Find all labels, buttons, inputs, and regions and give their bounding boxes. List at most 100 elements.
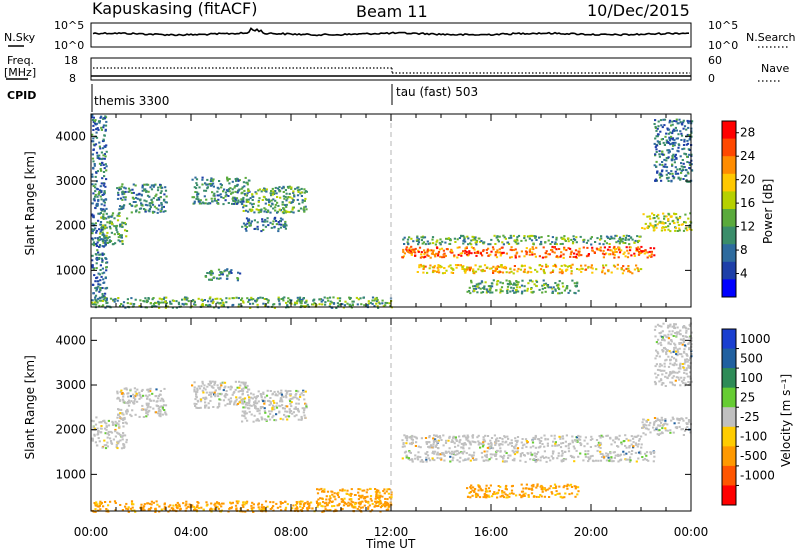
heatmap-cell [678, 418, 681, 420]
heatmap-cell [688, 161, 691, 164]
heatmap-cell [507, 243, 511, 245]
heatmap-cell [193, 507, 196, 510]
heatmap-cell [196, 389, 199, 391]
beam-title: Beam 11 [356, 2, 428, 21]
heatmap-cell [321, 497, 324, 500]
heatmap-cell [325, 498, 328, 501]
heatmap-cell [278, 186, 281, 189]
heatmap-cell [612, 253, 615, 256]
heatmap-cell [482, 459, 486, 462]
heatmap-cell [359, 488, 362, 491]
heatmap-cell [278, 223, 281, 226]
heatmap-cell [466, 266, 469, 269]
heatmap-cell [437, 453, 440, 456]
heatmap-cell [219, 277, 222, 280]
heatmap-cell [553, 246, 556, 249]
heatmap-cell [170, 507, 173, 510]
heatmap-cell [655, 354, 658, 357]
heatmap-cell [183, 298, 186, 301]
heatmap-cell [121, 193, 124, 196]
heatmap-cell [673, 155, 677, 158]
heatmap-cell [417, 249, 420, 252]
heatmap-cell [616, 453, 619, 456]
heatmap-cell [630, 254, 633, 257]
heatmap-cell [561, 450, 564, 452]
heatmap-cell [280, 389, 283, 392]
heatmap-cell [601, 453, 604, 455]
heatmap-cell [320, 487, 323, 490]
heatmap-cell [176, 506, 179, 509]
heatmap-cell [437, 441, 440, 444]
heatmap-cell [220, 184, 223, 187]
heatmap-cell [141, 204, 144, 207]
heatmap-cell [678, 168, 682, 170]
heatmap-cell [358, 509, 361, 512]
heatmap-cell [433, 459, 436, 462]
heatmap-cell [516, 441, 519, 443]
heatmap-cell [102, 235, 106, 238]
heatmap-cell [454, 445, 457, 448]
heatmap-cell [277, 221, 280, 223]
heatmap-cell [456, 264, 460, 267]
heatmap-cell [261, 199, 264, 201]
heatmap-cell [498, 266, 501, 268]
heatmap-cell [208, 278, 211, 281]
heatmap-cell [131, 204, 134, 207]
heatmap-cell [95, 136, 99, 139]
heatmap-cell [270, 410, 273, 413]
heatmap-cell [258, 188, 262, 191]
heatmap-cell [104, 226, 107, 229]
heatmap-cell [108, 236, 111, 239]
heatmap-cell [157, 197, 160, 200]
heatmap-cell [99, 297, 102, 300]
heatmap-cell [272, 414, 275, 417]
heatmap-cell [552, 265, 555, 267]
heatmap-cell [208, 297, 211, 300]
heatmap-cell [644, 249, 647, 252]
heatmap-cell [555, 490, 558, 493]
heatmap-cell [411, 458, 414, 461]
heatmap-cell [147, 297, 150, 300]
heatmap-cell [624, 255, 627, 258]
heatmap-cell [300, 187, 303, 190]
heatmap-cell [688, 347, 691, 350]
heatmap-cell [233, 390, 236, 393]
heatmap-cell [676, 168, 679, 171]
heatmap-cell [678, 217, 681, 220]
heatmap-cell [666, 429, 669, 432]
heatmap-cell [99, 279, 102, 282]
heatmap-cell [407, 242, 410, 245]
heatmap-cell [215, 199, 218, 202]
heatmap-cell [495, 458, 498, 461]
heatmap-cell [530, 484, 533, 487]
heatmap-cell [515, 238, 519, 241]
heatmap-cell [116, 416, 119, 419]
heatmap-cell [624, 444, 627, 447]
heatmap-cell [92, 284, 95, 286]
heatmap-cell [667, 128, 671, 131]
heatmap-cell [632, 437, 635, 440]
heatmap-cell [430, 252, 434, 255]
heatmap-cell [265, 198, 268, 201]
heatmap-cell [143, 503, 146, 506]
heatmap-cell [275, 413, 278, 416]
heatmap-cell [558, 288, 561, 291]
heatmap-cell [531, 246, 534, 249]
heatmap-cell [328, 305, 331, 308]
heatmap-cell [443, 267, 446, 269]
heatmap-cell [276, 394, 279, 397]
heatmap-cell [139, 299, 142, 302]
heatmap-cell [130, 297, 133, 300]
heatmap-cell [282, 212, 285, 215]
heatmap-cell [210, 395, 213, 398]
heatmap-cell [336, 302, 339, 305]
heatmap-cell [184, 504, 187, 507]
heatmap-cell [371, 296, 375, 299]
heatmap-cell [444, 450, 447, 453]
heatmap-cell [118, 425, 121, 428]
heatmap-cell [660, 173, 663, 176]
heatmap-cell [419, 446, 422, 449]
heatmap-cell [547, 253, 550, 256]
heatmap-cell [116, 392, 119, 395]
heatmap-cell [194, 405, 197, 407]
